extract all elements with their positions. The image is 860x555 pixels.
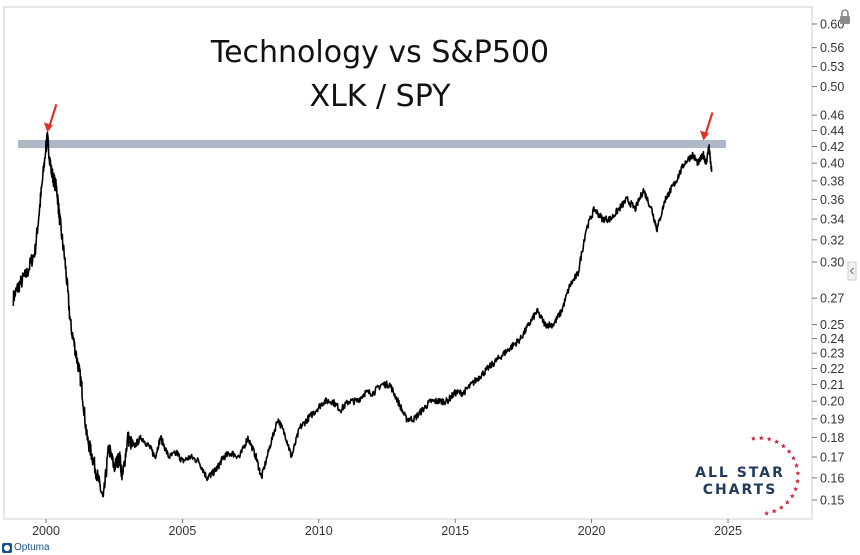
star-icon [758,435,764,441]
chevron-left-icon[interactable] [847,261,857,281]
star-icon [789,493,795,499]
y-tick-label: 0.42 [820,140,844,154]
band-layer [18,140,726,149]
logo-line2: CHARTS [703,482,778,498]
x-tick-label: 2015 [441,524,469,538]
y-tick-label: 0.19 [820,412,844,426]
y-tick-label: 0.32 [820,233,844,247]
logo-line1: ALL STAR [695,465,785,481]
star-icon [791,455,796,461]
lock-icon[interactable] [840,9,850,24]
star-icon [780,443,786,449]
line-layer [12,131,713,498]
star-icon [774,439,780,444]
x-tick-label: 2000 [32,524,60,538]
y-tick-label: 0.34 [820,213,844,227]
y-tick-label: 0.17 [820,451,844,465]
star-icon [764,510,770,516]
y-tick-label: 0.25 [820,318,844,332]
star-icon [794,462,799,468]
x-tick-label: 2025 [714,524,742,538]
y-tick-label: 0.22 [820,362,844,376]
x-tick-label: 2010 [305,524,333,538]
peak-arrow [43,104,58,133]
star-icon [786,449,792,454]
y-tick-label: 0.36 [820,193,844,207]
y-tick-label: 0.38 [820,174,844,188]
resistance-band [18,140,726,149]
provider-name: Optuma [14,542,50,553]
provider-credit: Optuma [2,541,50,554]
chart-title: Technology vs S&P500 [210,35,549,70]
y-tick-label: 0.56 [820,41,844,55]
y-tick-label: 0.46 [820,109,844,123]
star-icon [766,436,772,442]
y-tick-label: 0.44 [820,124,844,138]
star-icon [750,436,756,441]
star-icon [784,499,790,505]
y-tick-label: 0.15 [820,494,844,508]
plot-frame [3,6,813,520]
y-tick-label: 0.23 [820,347,844,361]
y-tick-label: 0.30 [820,256,844,270]
x-tick-label: 2020 [578,524,606,538]
star-icon [771,508,777,514]
y-tick-label: 0.24 [820,332,844,346]
x-axis: 2000 2005 2010 2015 2020 2025 [32,519,742,538]
y-axis: 0.15 0.16 0.17 0.18 0.19 0.20 0.21 0.220.230.24… [812,18,844,508]
star-icon [778,504,784,510]
star-icon [795,470,801,476]
star-icon [795,478,801,484]
y-tick-label: 0.50 [820,80,844,94]
y-tick-label: 0.18 [820,431,844,445]
y-tick-label: 0.40 [820,157,844,171]
star-icon [793,486,799,492]
xlk-spy-ratio-line [12,131,713,498]
y-tick-label: 0.20 [820,395,844,409]
y-tick-label: 0.21 [820,378,844,392]
y-tick-label: 0.60 [820,18,844,32]
x-tick-label: 2005 [168,524,196,538]
y-tick-label: 0.27 [820,292,844,306]
logo-stars [750,435,801,516]
all-star-charts-logo: ALL STAR CHARTS [695,435,801,516]
y-tick-label: 0.53 [820,60,844,74]
chart-subtitle: XLK / SPY [310,79,452,114]
optuma-logo-icon [2,542,12,553]
peak-arrow [699,112,714,141]
y-tick-label: 0.16 [820,471,844,485]
arrow-layer [43,104,714,141]
